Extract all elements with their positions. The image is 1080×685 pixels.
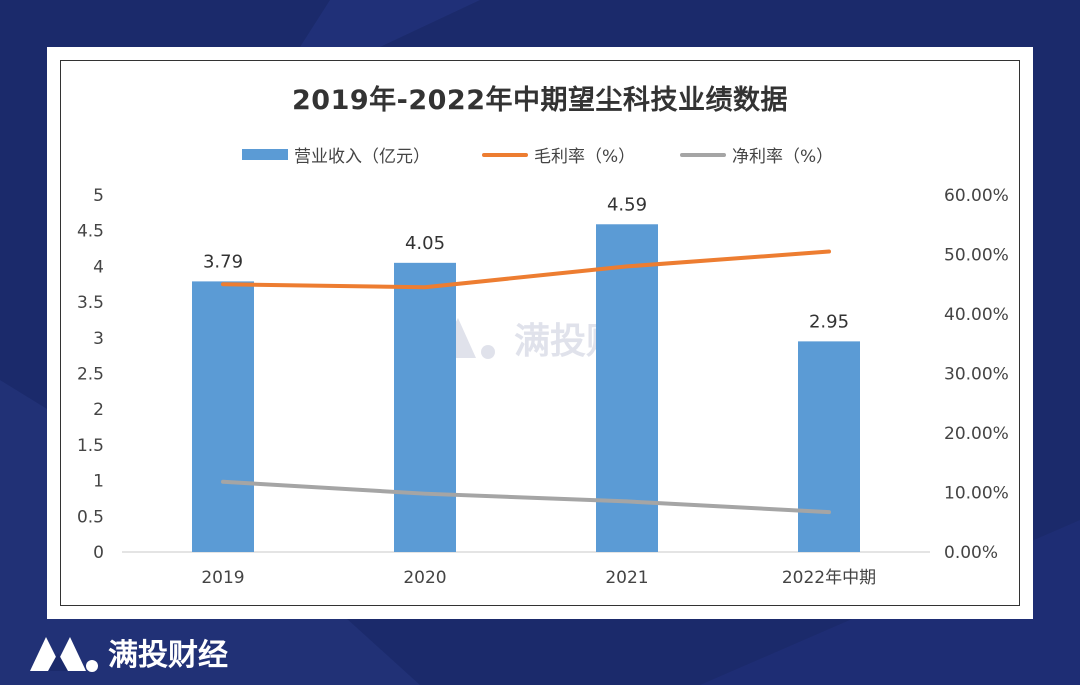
chart-legend: 营业收入（亿元） 毛利率（%） 净利率（%）	[0, 142, 1080, 167]
x-category-label: 2019	[201, 568, 244, 588]
y-left-tick-label: 5	[93, 186, 104, 206]
bar-revenue	[596, 224, 658, 553]
y-right-tick-label: 10.00%	[944, 484, 1009, 504]
legend-swatch-net-margin	[680, 152, 726, 157]
bar-data-label: 4.05	[405, 233, 445, 254]
y-right-tick-label: 40.00%	[944, 305, 1009, 325]
y-left-tick-label: 0	[93, 543, 104, 563]
bar-revenue	[394, 262, 456, 552]
y-right-tick-label: 20.00%	[944, 424, 1009, 444]
chart-title: 2019年-2022年中期望尘科技业绩数据	[292, 85, 788, 116]
y-right-tick-label: 60.00%	[944, 186, 1009, 206]
bar-revenue	[192, 281, 254, 552]
y-right-tick-label: 0.00%	[944, 543, 998, 563]
bar-data-label: 4.59	[607, 194, 647, 215]
brand-name: 满投财经	[108, 638, 228, 673]
y-left-tick-label: 4.5	[77, 222, 104, 242]
footer-brand: 满投财经	[28, 630, 228, 674]
m-mountain-logo-icon	[30, 637, 98, 672]
x-category-label: 2022年中期	[782, 568, 876, 588]
legend-item-gross-margin: 毛利率（%）	[482, 142, 635, 167]
bar-data-label: 2.95	[809, 311, 849, 332]
legend-item-net-margin: 净利率（%）	[680, 142, 833, 167]
watermark-dot	[481, 345, 495, 359]
y-left-tick-label: 0.5	[77, 507, 104, 527]
legend-label-gross-margin: 毛利率（%）	[534, 147, 636, 167]
legend-item-revenue: 营业收入（亿元）	[242, 142, 430, 167]
x-category-label: 2021	[605, 568, 648, 588]
legend-swatch-revenue	[242, 149, 288, 160]
line-net-margin	[221, 479, 831, 515]
y-left-tick-label: 1	[93, 472, 104, 492]
legend-label-revenue: 营业收入（亿元）	[294, 147, 430, 167]
chart-frame	[60, 60, 1020, 606]
bar-data-label: 3.79	[203, 251, 243, 272]
bar-revenue	[798, 341, 860, 552]
legend-swatch-gross-margin	[482, 152, 528, 157]
y-right-tick-label: 50.00%	[944, 246, 1009, 266]
y-left-tick-label: 2	[93, 400, 104, 420]
x-category-label: 2020	[403, 568, 446, 588]
legend-label-net-margin: 净利率（%）	[732, 147, 834, 167]
y-left-tick-label: 1.5	[77, 436, 104, 456]
y-left-tick-label: 3.5	[77, 293, 104, 313]
y-left-tick-label: 4	[93, 257, 104, 277]
y-left-tick-label: 2.5	[77, 365, 104, 385]
line-gross-margin	[221, 249, 831, 290]
y-right-tick-label: 30.00%	[944, 365, 1009, 385]
y-left-tick-label: 3	[93, 329, 104, 349]
